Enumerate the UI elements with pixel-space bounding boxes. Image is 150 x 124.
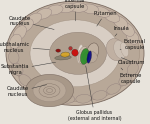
Ellipse shape [127,31,139,44]
Ellipse shape [61,52,70,57]
Ellipse shape [30,84,44,94]
Ellipse shape [72,49,78,56]
Text: Globus pallidus
(external and internal): Globus pallidus (external and internal) [68,66,121,121]
Text: Caudate
nucleus: Caudate nucleus [7,85,47,97]
Text: Extreme
capsule: Extreme capsule [119,68,142,84]
Text: Insula: Insula [114,26,129,36]
Text: Putamen: Putamen [93,11,117,26]
Ellipse shape [11,5,140,102]
Ellipse shape [107,84,121,94]
Ellipse shape [82,4,99,14]
Ellipse shape [12,63,23,76]
Ellipse shape [119,74,131,86]
Ellipse shape [10,34,22,49]
Ellipse shape [80,48,89,64]
Text: External
capsule: External capsule [120,39,146,50]
Ellipse shape [30,20,120,87]
Ellipse shape [69,3,88,12]
Ellipse shape [44,91,59,100]
Text: Caudate
nucleus: Caudate nucleus [8,16,54,29]
Ellipse shape [19,19,33,32]
Ellipse shape [33,79,66,102]
Ellipse shape [113,16,128,29]
Ellipse shape [50,32,106,74]
Ellipse shape [26,74,74,107]
Ellipse shape [13,26,26,41]
Ellipse shape [114,40,126,59]
Text: Substantia
nigra: Substantia nigra [1,62,56,75]
Ellipse shape [78,46,88,64]
Ellipse shape [93,6,110,17]
Ellipse shape [77,45,83,63]
Ellipse shape [121,23,134,36]
Ellipse shape [69,46,72,50]
Ellipse shape [87,51,92,63]
Ellipse shape [36,8,52,19]
Ellipse shape [76,94,91,103]
Ellipse shape [86,43,99,62]
Ellipse shape [127,63,138,75]
Ellipse shape [83,51,97,63]
Ellipse shape [59,94,75,103]
Text: Internal
capsule: Internal capsule [65,0,85,21]
Ellipse shape [6,1,144,105]
Ellipse shape [106,39,125,61]
Ellipse shape [56,49,61,52]
Ellipse shape [55,55,71,60]
Ellipse shape [46,5,63,15]
Ellipse shape [8,51,19,64]
Ellipse shape [92,91,107,100]
Ellipse shape [19,75,32,86]
Ellipse shape [27,13,42,25]
Text: Claustrum: Claustrum [118,58,146,64]
Ellipse shape [58,3,75,13]
Ellipse shape [103,11,120,22]
Text: Subthalamic
nucleus: Subthalamic nucleus [0,42,50,53]
Ellipse shape [120,42,129,57]
